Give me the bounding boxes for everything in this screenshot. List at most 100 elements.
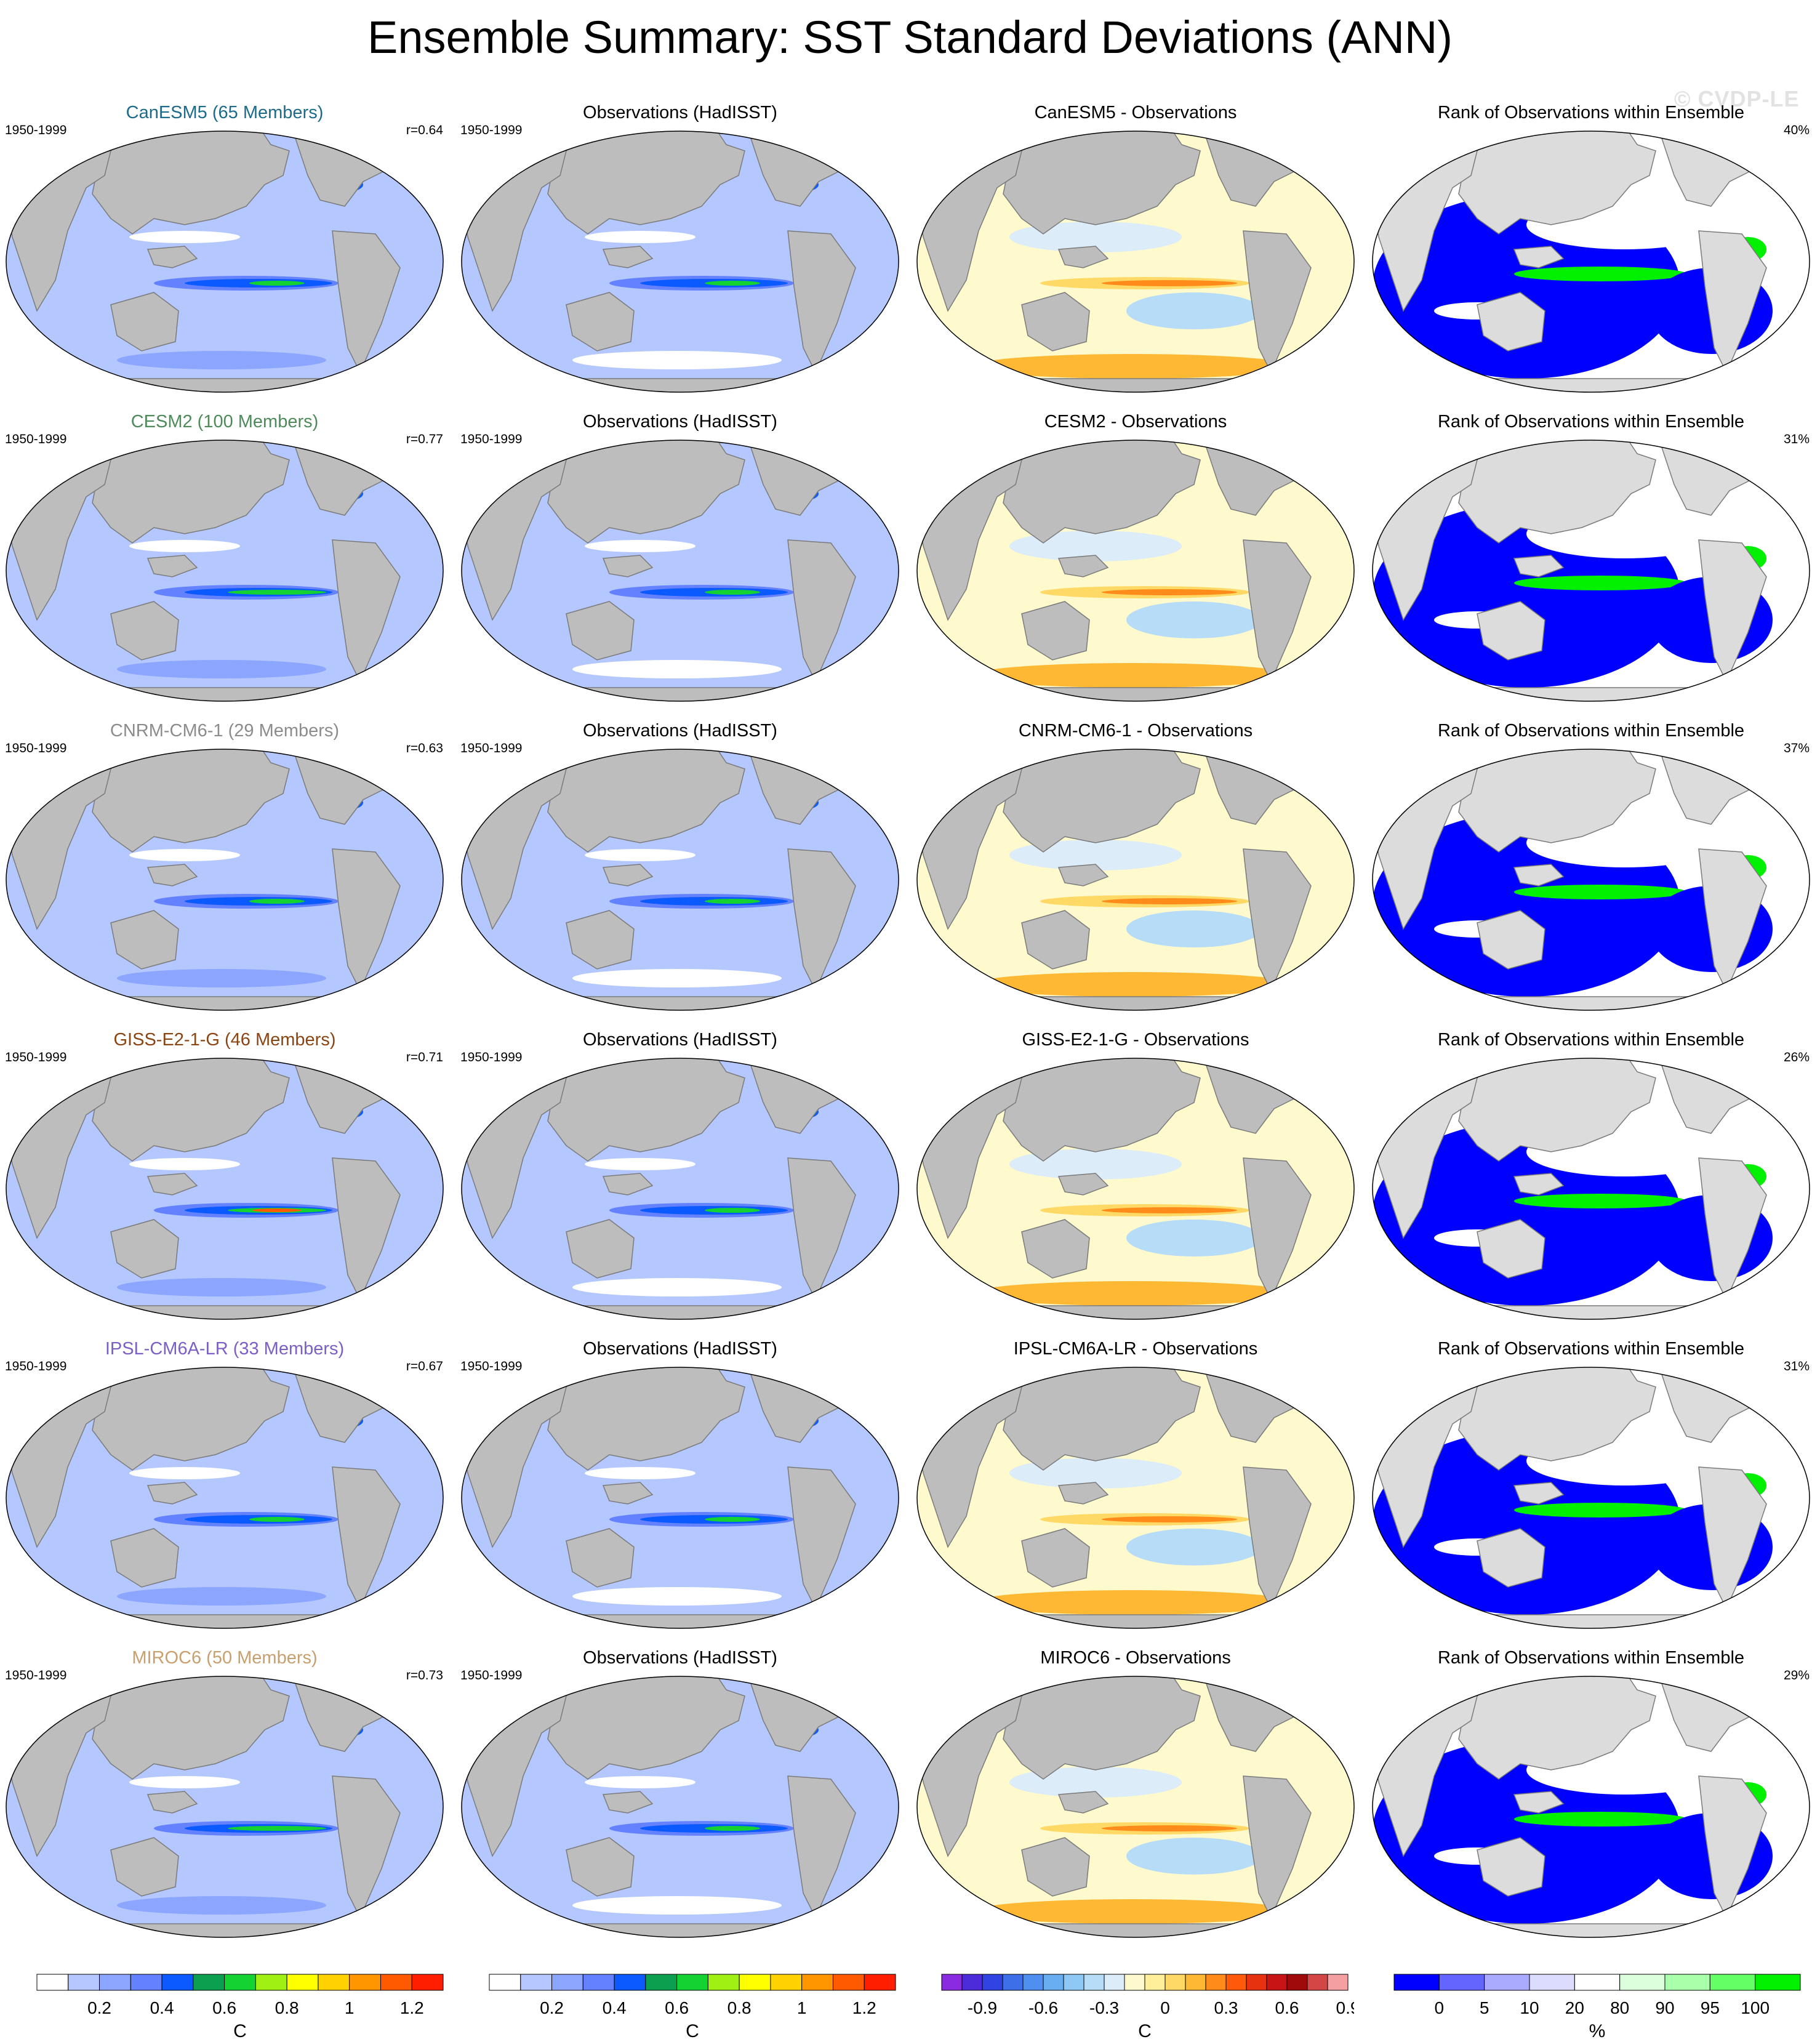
colorbar-box bbox=[489, 1974, 521, 1991]
colorbar-box bbox=[1205, 1974, 1227, 1991]
period-label: 1950-1999 bbox=[5, 741, 67, 755]
rank-percent: 37% bbox=[1783, 741, 1810, 755]
panel-obs-row-3: Observations (HadISST) 1950-1999 bbox=[455, 713, 905, 1015]
rank-map bbox=[1372, 1676, 1810, 1938]
colorbar-difference: -0.9 -0.6 -0.3 0 0.3 0.6 0.9 C bbox=[936, 1973, 1354, 2041]
rank-panel-title: Rank of Observations within Ensemble bbox=[1437, 1339, 1745, 1359]
model-map bbox=[6, 749, 444, 1011]
panel-rank-row-4: Rank of Observations within Ensemble 26% bbox=[1366, 1023, 1816, 1324]
period-label: 1950-1999 bbox=[460, 1050, 523, 1064]
rank-percent: 40% bbox=[1783, 123, 1810, 137]
rank-percent: 31% bbox=[1783, 1359, 1810, 1373]
colorbar-box bbox=[1755, 1974, 1801, 1991]
colorbar-box bbox=[349, 1974, 381, 1991]
colorbar-tick-label: 0.4 bbox=[603, 1998, 627, 2017]
period-label: 1950-1999 bbox=[5, 432, 67, 446]
rank-map bbox=[1372, 131, 1810, 393]
colorbar-box bbox=[1225, 1974, 1247, 1991]
panel-diff-row-1: CanESM5 - Observations bbox=[911, 95, 1360, 397]
colorbar-box bbox=[770, 1974, 803, 1991]
period-label: 1950-1999 bbox=[460, 123, 523, 137]
colorbar-tick-label: 0.8 bbox=[275, 1998, 299, 2017]
panel-obs-row-4: Observations (HadISST) 1950-1999 bbox=[455, 1023, 905, 1324]
rank-percent: 29% bbox=[1783, 1668, 1810, 1682]
colorbar-box bbox=[130, 1974, 162, 1991]
obs-panel-title: Observations (HadISST) bbox=[583, 412, 777, 432]
rank-panel-title: Rank of Observations within Ensemble bbox=[1437, 721, 1745, 741]
colorbar-unit: % bbox=[1589, 2021, 1606, 2041]
panel-obs-row-2: Observations (HadISST) 1950-1999 bbox=[455, 404, 905, 706]
colorbar-tick-label: 0.8 bbox=[728, 1998, 752, 2017]
colorbar-box bbox=[1286, 1974, 1308, 1991]
obs-map bbox=[461, 131, 899, 393]
colorbar-box bbox=[801, 1974, 833, 1991]
colorbar-box bbox=[707, 1974, 740, 1991]
panel-model-row-6: MIROC6 (50 Members) 1950-1999 r=0.73 bbox=[0, 1641, 449, 1942]
rank-map bbox=[1372, 1367, 1810, 1629]
period-label: 1950-1999 bbox=[460, 741, 523, 755]
colorbar-box bbox=[68, 1974, 100, 1991]
colorbar-tick-label: 0.6 bbox=[212, 1998, 236, 2017]
period-label: 1950-1999 bbox=[5, 1668, 67, 1682]
colorbar-box bbox=[411, 1974, 444, 1991]
colorbar-tick-label: 0.2 bbox=[540, 1998, 564, 2017]
panel-rank-row-5: Rank of Observations within Ensemble 31% bbox=[1366, 1332, 1816, 1633]
diff-map bbox=[916, 1367, 1355, 1629]
colorbar-tick-label: -0.9 bbox=[968, 1998, 997, 2017]
model-panel-title: CanESM5 (65 Members) bbox=[126, 103, 324, 123]
colorbar-box bbox=[36, 1974, 69, 1991]
pattern-correlation: r=0.73 bbox=[406, 1668, 443, 1682]
colorbar-box bbox=[1574, 1974, 1621, 1991]
panel-rank-row-3: Rank of Observations within Ensemble 37% bbox=[1366, 713, 1816, 1015]
pattern-correlation: r=0.77 bbox=[406, 432, 443, 446]
model-panel-title: IPSL-CM6A-LR (33 Members) bbox=[105, 1339, 345, 1359]
period-label: 1950-1999 bbox=[5, 1359, 67, 1373]
obs-map bbox=[461, 749, 899, 1011]
pattern-correlation: r=0.64 bbox=[406, 123, 443, 137]
colorbar-box bbox=[318, 1974, 350, 1991]
obs-panel-title: Observations (HadISST) bbox=[583, 1030, 777, 1050]
colorbar-unit: C bbox=[686, 2021, 699, 2041]
colorbar-box bbox=[1104, 1974, 1125, 1991]
colorbar-box bbox=[99, 1974, 131, 1991]
rank-panel-title: Rank of Observations within Ensemble bbox=[1437, 1030, 1745, 1050]
colorbar-box bbox=[582, 1974, 615, 1991]
difference-panel-title: IPSL-CM6A-LR - Observations bbox=[1013, 1339, 1258, 1359]
colorbar-model-std: 0.20.40.60.811.21.41.6C bbox=[31, 1973, 449, 2041]
model-panel-title: CNRM-CM6-1 (29 Members) bbox=[110, 721, 340, 741]
colorbar-unit: C bbox=[233, 2021, 247, 2041]
colorbar-rank: 0 5 10 20 80 90 95 100% bbox=[1388, 1973, 1806, 2041]
colorbar-box bbox=[1619, 1974, 1666, 1991]
obs-panel-title: Observations (HadISST) bbox=[583, 103, 777, 123]
colorbar-tick-label: 1 bbox=[797, 1998, 807, 2017]
obs-map bbox=[461, 440, 899, 702]
diff-map bbox=[916, 1058, 1355, 1320]
colorbar-box bbox=[1165, 1974, 1186, 1991]
colorbar-tick-label: -0.3 bbox=[1089, 1998, 1119, 2017]
panel-diff-row-6: MIROC6 - Observations bbox=[911, 1641, 1360, 1942]
figure-title: Ensemble Summary: SST Standard Deviation… bbox=[367, 12, 1453, 63]
colorbar-box bbox=[1185, 1974, 1206, 1991]
colorbar-tick-label: 95 bbox=[1701, 1998, 1720, 2017]
rank-panel-title: Rank of Observations within Ensemble bbox=[1437, 412, 1745, 432]
obs-map bbox=[461, 1367, 899, 1629]
colorbar-box bbox=[1063, 1974, 1084, 1991]
panel-model-row-3: CNRM-CM6-1 (29 Members) 1950-1999 r=0.63 bbox=[0, 713, 449, 1015]
colorbar-box bbox=[1484, 1974, 1530, 1991]
colorbar-svg: -0.9 -0.6 -0.3 0 0.3 0.6 0.9 bbox=[941, 1974, 1354, 2017]
diff-map bbox=[916, 131, 1355, 393]
colorbar-box bbox=[941, 1974, 963, 1991]
colorbar-tick-label: 0.6 bbox=[665, 1998, 689, 2017]
colorbar-box bbox=[161, 1974, 194, 1991]
model-map bbox=[6, 440, 444, 702]
rank-panel-title: Rank of Observations within Ensemble bbox=[1437, 1648, 1745, 1668]
rank-panel-title: Rank of Observations within Ensemble bbox=[1437, 103, 1745, 123]
colorbar-unit: C bbox=[1138, 2021, 1152, 2041]
diff-map bbox=[916, 1676, 1355, 1938]
colorbar-box bbox=[551, 1974, 583, 1991]
colorbar-box bbox=[739, 1974, 771, 1991]
panel-obs-row-5: Observations (HadISST) 1950-1999 bbox=[455, 1332, 905, 1633]
difference-panel-title: GISS-E2-1-G - Observations bbox=[1022, 1030, 1249, 1050]
colorbar-box bbox=[1124, 1974, 1145, 1991]
colorbar-tick-label: 90 bbox=[1655, 1998, 1674, 2017]
